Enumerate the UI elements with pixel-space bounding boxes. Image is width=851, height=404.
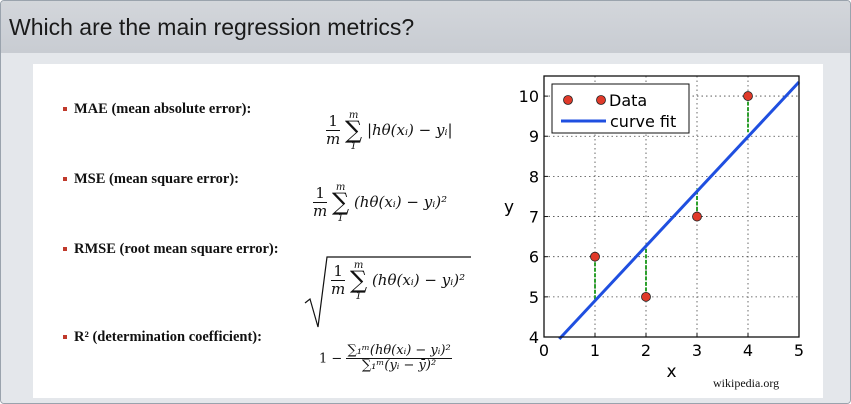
axis-ticks: 0 1 2 3 4 5 4 5 6 7 8 9 10 <box>519 87 804 360</box>
data-point <box>743 91 753 101</box>
fit-line <box>558 80 801 341</box>
x-tick-label: 2 <box>641 341 651 360</box>
formula-mse-body: (hθ(xᵢ) − yᵢ)² <box>353 192 448 211</box>
chart-legend: Data curve fit <box>551 83 690 134</box>
sum-symbol: m ∑ 1 <box>345 110 363 152</box>
sum-symbol: m ∑ 1 <box>350 260 368 302</box>
legend-data-marker <box>563 95 573 105</box>
y-tick-label: 9 <box>529 127 539 146</box>
y-tick-label: 5 <box>529 288 539 307</box>
title-bar: Which are the main regression metrics? <box>1 1 850 53</box>
content-panel <box>33 64 823 398</box>
source-credit: wikipedia.org <box>713 376 780 390</box>
formula-r2: 1 − ∑₁ᵐ(hθ(xᵢ) − yᵢ)² ∑₁ᵐ(yᵢ − ȳ)² <box>319 343 452 374</box>
fit-line-group <box>558 80 801 341</box>
y-tick-label: 8 <box>529 167 539 186</box>
sum-symbol: m ∑ 1 <box>332 182 350 224</box>
bullet-marker <box>63 106 67 111</box>
bullet-rmse-label: RMSE (root mean square error): <box>74 241 279 257</box>
bullet-marker <box>63 246 67 251</box>
frac-r2: ∑₁ᵐ(hθ(xᵢ) − yᵢ)² ∑₁ᵐ(yᵢ − ȳ)² <box>346 343 452 374</box>
slide-title: Which are the main regression metrics? <box>9 14 415 40</box>
bullet-marker <box>63 334 67 339</box>
formula-mae-body: |hθ(xᵢ) − yᵢ| <box>366 120 453 139</box>
x-tick-label: 0 <box>539 341 549 360</box>
y-axis-label: y <box>504 198 514 218</box>
y-tick-label: 7 <box>529 208 539 227</box>
bullet-r2: R² (determination coefficient): <box>63 329 262 346</box>
data-point <box>641 291 651 302</box>
legend-label-fit: curve fit <box>610 112 676 131</box>
legend-data-marker <box>596 95 606 105</box>
bullet-mse: MSE (mean square error): <box>63 171 239 188</box>
legend-box <box>551 83 690 134</box>
bullet-marker <box>63 176 67 181</box>
x-tick-label: 5 <box>794 341 804 360</box>
formula-rmse-body: (hθ(xᵢ) − yᵢ)² <box>371 270 466 289</box>
regression-chart: 0 1 2 3 4 5 4 5 6 7 8 9 10 x y Data curve fit <box>504 75 804 382</box>
bullet-mae: MAE (mean absolute error): <box>63 101 251 118</box>
plot-frame <box>543 75 800 338</box>
y-tick-label: 4 <box>529 328 539 347</box>
bullet-rmse: RMSE (root mean square error): <box>63 241 279 258</box>
formula-r2-prefix: 1 − <box>319 351 343 367</box>
bullet-mse-label: MSE (mean square error): <box>74 171 239 187</box>
data-points <box>590 91 753 302</box>
x-tick-label: 1 <box>590 341 600 360</box>
bullet-mae-label: MAE (mean absolute error): <box>74 101 252 117</box>
x-tick-label: 3 <box>692 341 702 360</box>
radical-sign <box>304 256 471 328</box>
y-tick-label: 6 <box>529 248 539 267</box>
x-tick-label: 4 <box>743 341 753 360</box>
y-tick-label: 10 <box>519 87 539 106</box>
bullet-r2-label: R² (determination coefficient): <box>74 329 262 345</box>
data-point <box>692 211 702 222</box>
data-point <box>590 251 600 262</box>
legend-label-data: Data <box>609 91 647 110</box>
x-axis-label: x <box>666 362 676 382</box>
